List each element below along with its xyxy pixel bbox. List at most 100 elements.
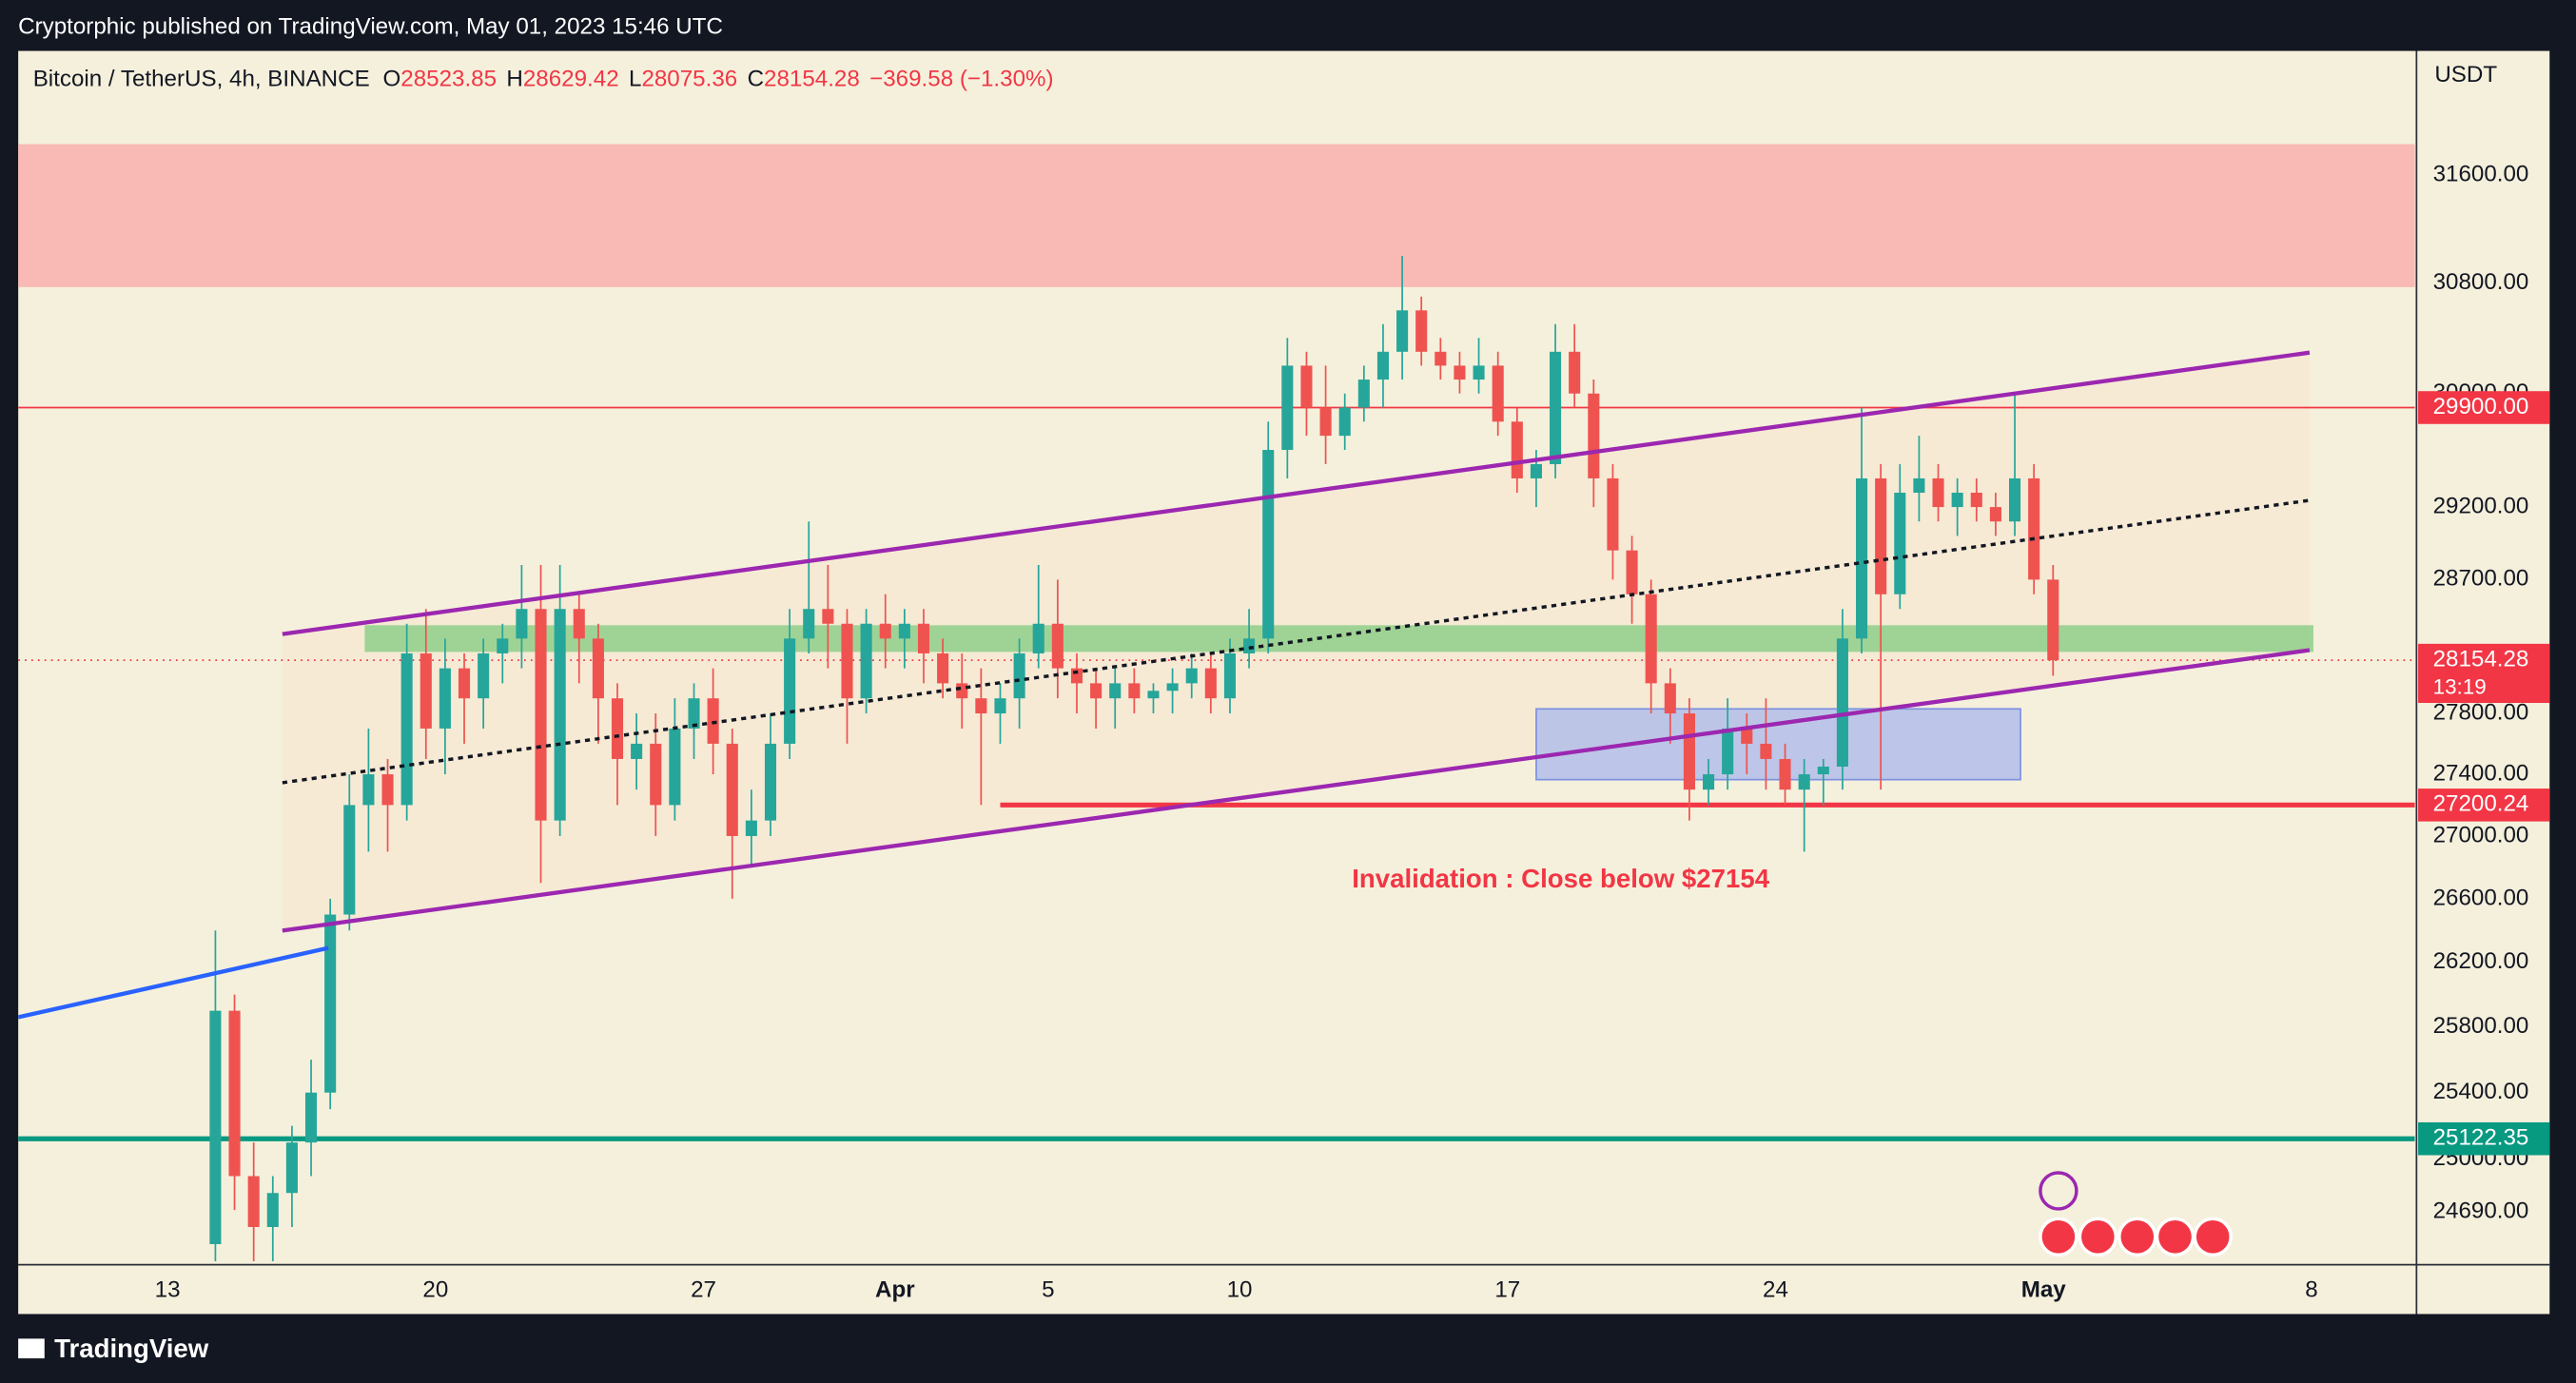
ohlc-value: 28629.42 <box>523 67 619 92</box>
resistance-zone <box>18 144 2415 287</box>
candle-body <box>362 774 375 806</box>
candle-body <box>1109 683 1122 699</box>
y-tick-label: 27800.00 <box>2433 699 2529 725</box>
candle-body <box>209 1010 222 1244</box>
price-tag-label: 25122.35 <box>2433 1125 2529 1151</box>
symbol: Bitcoin / TetherUS, 4h, BINANCE <box>33 67 370 92</box>
y-tick-label: 29200.00 <box>2433 493 2529 518</box>
channel-lower <box>282 648 2311 933</box>
candle-body <box>573 609 585 639</box>
price-countdown: 13:19 <box>2433 674 2487 698</box>
candle-body <box>1645 594 1657 684</box>
icon[interactable] <box>2039 1171 2078 1211</box>
candle-body <box>994 698 1006 714</box>
candle-body <box>458 668 471 699</box>
candle-body <box>324 914 337 1093</box>
y-tick-label: 27000.00 <box>2433 822 2529 847</box>
range-box <box>1535 708 2021 781</box>
candle-body <box>1607 477 1619 551</box>
candle-body <box>439 668 451 729</box>
candle-body <box>745 820 757 836</box>
x-tick-label: 5 <box>1042 1277 1054 1303</box>
x-tick-label: 20 <box>422 1277 448 1303</box>
candle-body <box>1550 351 1562 464</box>
candle-body <box>726 743 738 836</box>
channel-midline <box>282 498 2311 785</box>
icon[interactable] <box>2117 1217 2157 1257</box>
y-tick-label: 27400.00 <box>2433 760 2529 786</box>
candle-body <box>304 1092 318 1143</box>
ohlc-value: 28154.28 <box>764 67 860 92</box>
plot <box>18 144 2415 1262</box>
event-icons <box>2039 1171 2233 1257</box>
candle-body <box>497 638 509 653</box>
candle-body <box>1798 774 1810 790</box>
ohlc-label: C <box>748 67 764 92</box>
candle-body <box>669 728 681 806</box>
y-tick-label: 30800.00 <box>2433 269 2529 295</box>
candle-body <box>285 1142 298 1194</box>
y-tick-label: 31600.00 <box>2433 162 2529 187</box>
candle-body <box>420 653 432 729</box>
candle-body <box>1836 638 1848 767</box>
candle-body <box>400 653 413 806</box>
icon[interactable] <box>2155 1217 2195 1257</box>
candle-body <box>381 774 394 806</box>
candle-body <box>1013 653 1025 699</box>
price-axis-unit: USDT <box>2434 62 2497 88</box>
candle-body <box>784 638 796 744</box>
price-tag <box>2418 789 2550 822</box>
candle-body <box>1185 668 1198 684</box>
candle-body <box>1683 713 1695 790</box>
annotation: Invalidation : Close below $27154 <box>1352 864 1769 893</box>
candle-body <box>1817 766 1829 775</box>
ohlc-value: 28075.36 <box>641 67 737 92</box>
candle-body <box>592 638 604 699</box>
icon[interactable] <box>2039 1217 2078 1257</box>
candle-body <box>1396 310 1409 352</box>
icon[interactable] <box>2078 1217 2118 1257</box>
candle-body <box>1376 351 1390 380</box>
candle-body <box>1970 492 1982 508</box>
candle-body <box>1281 365 1294 451</box>
candle-body <box>1703 774 1715 790</box>
support-band <box>364 625 2313 653</box>
x-tick-label: 13 <box>155 1277 181 1303</box>
candle-body <box>1051 623 1064 669</box>
candle-body <box>879 623 891 639</box>
x-tick-label: 17 <box>1494 1277 1520 1303</box>
candle-body <box>631 743 643 759</box>
x-tick-label: 24 <box>1763 1277 1788 1303</box>
x-tick-label: Apr <box>875 1277 915 1303</box>
candle-body <box>1090 683 1103 699</box>
candle-body <box>1741 728 1753 744</box>
candle-body <box>535 609 547 821</box>
candle-body <box>937 653 949 684</box>
candle-body <box>1128 683 1141 699</box>
candle-body <box>478 653 490 699</box>
x-tick-label: 27 <box>691 1277 716 1303</box>
candle-body <box>1166 683 1179 692</box>
candle-body <box>1856 477 1868 639</box>
y-tick-label: 26600.00 <box>2433 885 2529 910</box>
candle-body <box>1319 407 1332 437</box>
price-tag-label: 28154.28 <box>2433 647 2529 672</box>
candle-body <box>516 609 528 639</box>
candle-body <box>917 623 930 653</box>
y-tick-label: 25800.00 <box>2433 1013 2529 1039</box>
candle-body <box>247 1176 260 1228</box>
candle-body <box>343 805 356 915</box>
symbol-header: Bitcoin / TetherUS, 4h, BINANCE O28523.85… <box>33 67 1054 92</box>
brand-logo <box>18 1338 45 1359</box>
candle-body <box>2008 477 2021 522</box>
candle-body <box>1243 638 1256 653</box>
icon[interactable] <box>2193 1217 2233 1257</box>
candle-body <box>1932 477 1944 508</box>
price-tag <box>2418 391 2550 424</box>
candle-body <box>860 623 872 699</box>
candle-body <box>898 623 910 639</box>
candle-body <box>707 698 719 744</box>
y-tick-label: 28700.00 <box>2433 566 2529 592</box>
candle-body <box>803 609 815 639</box>
